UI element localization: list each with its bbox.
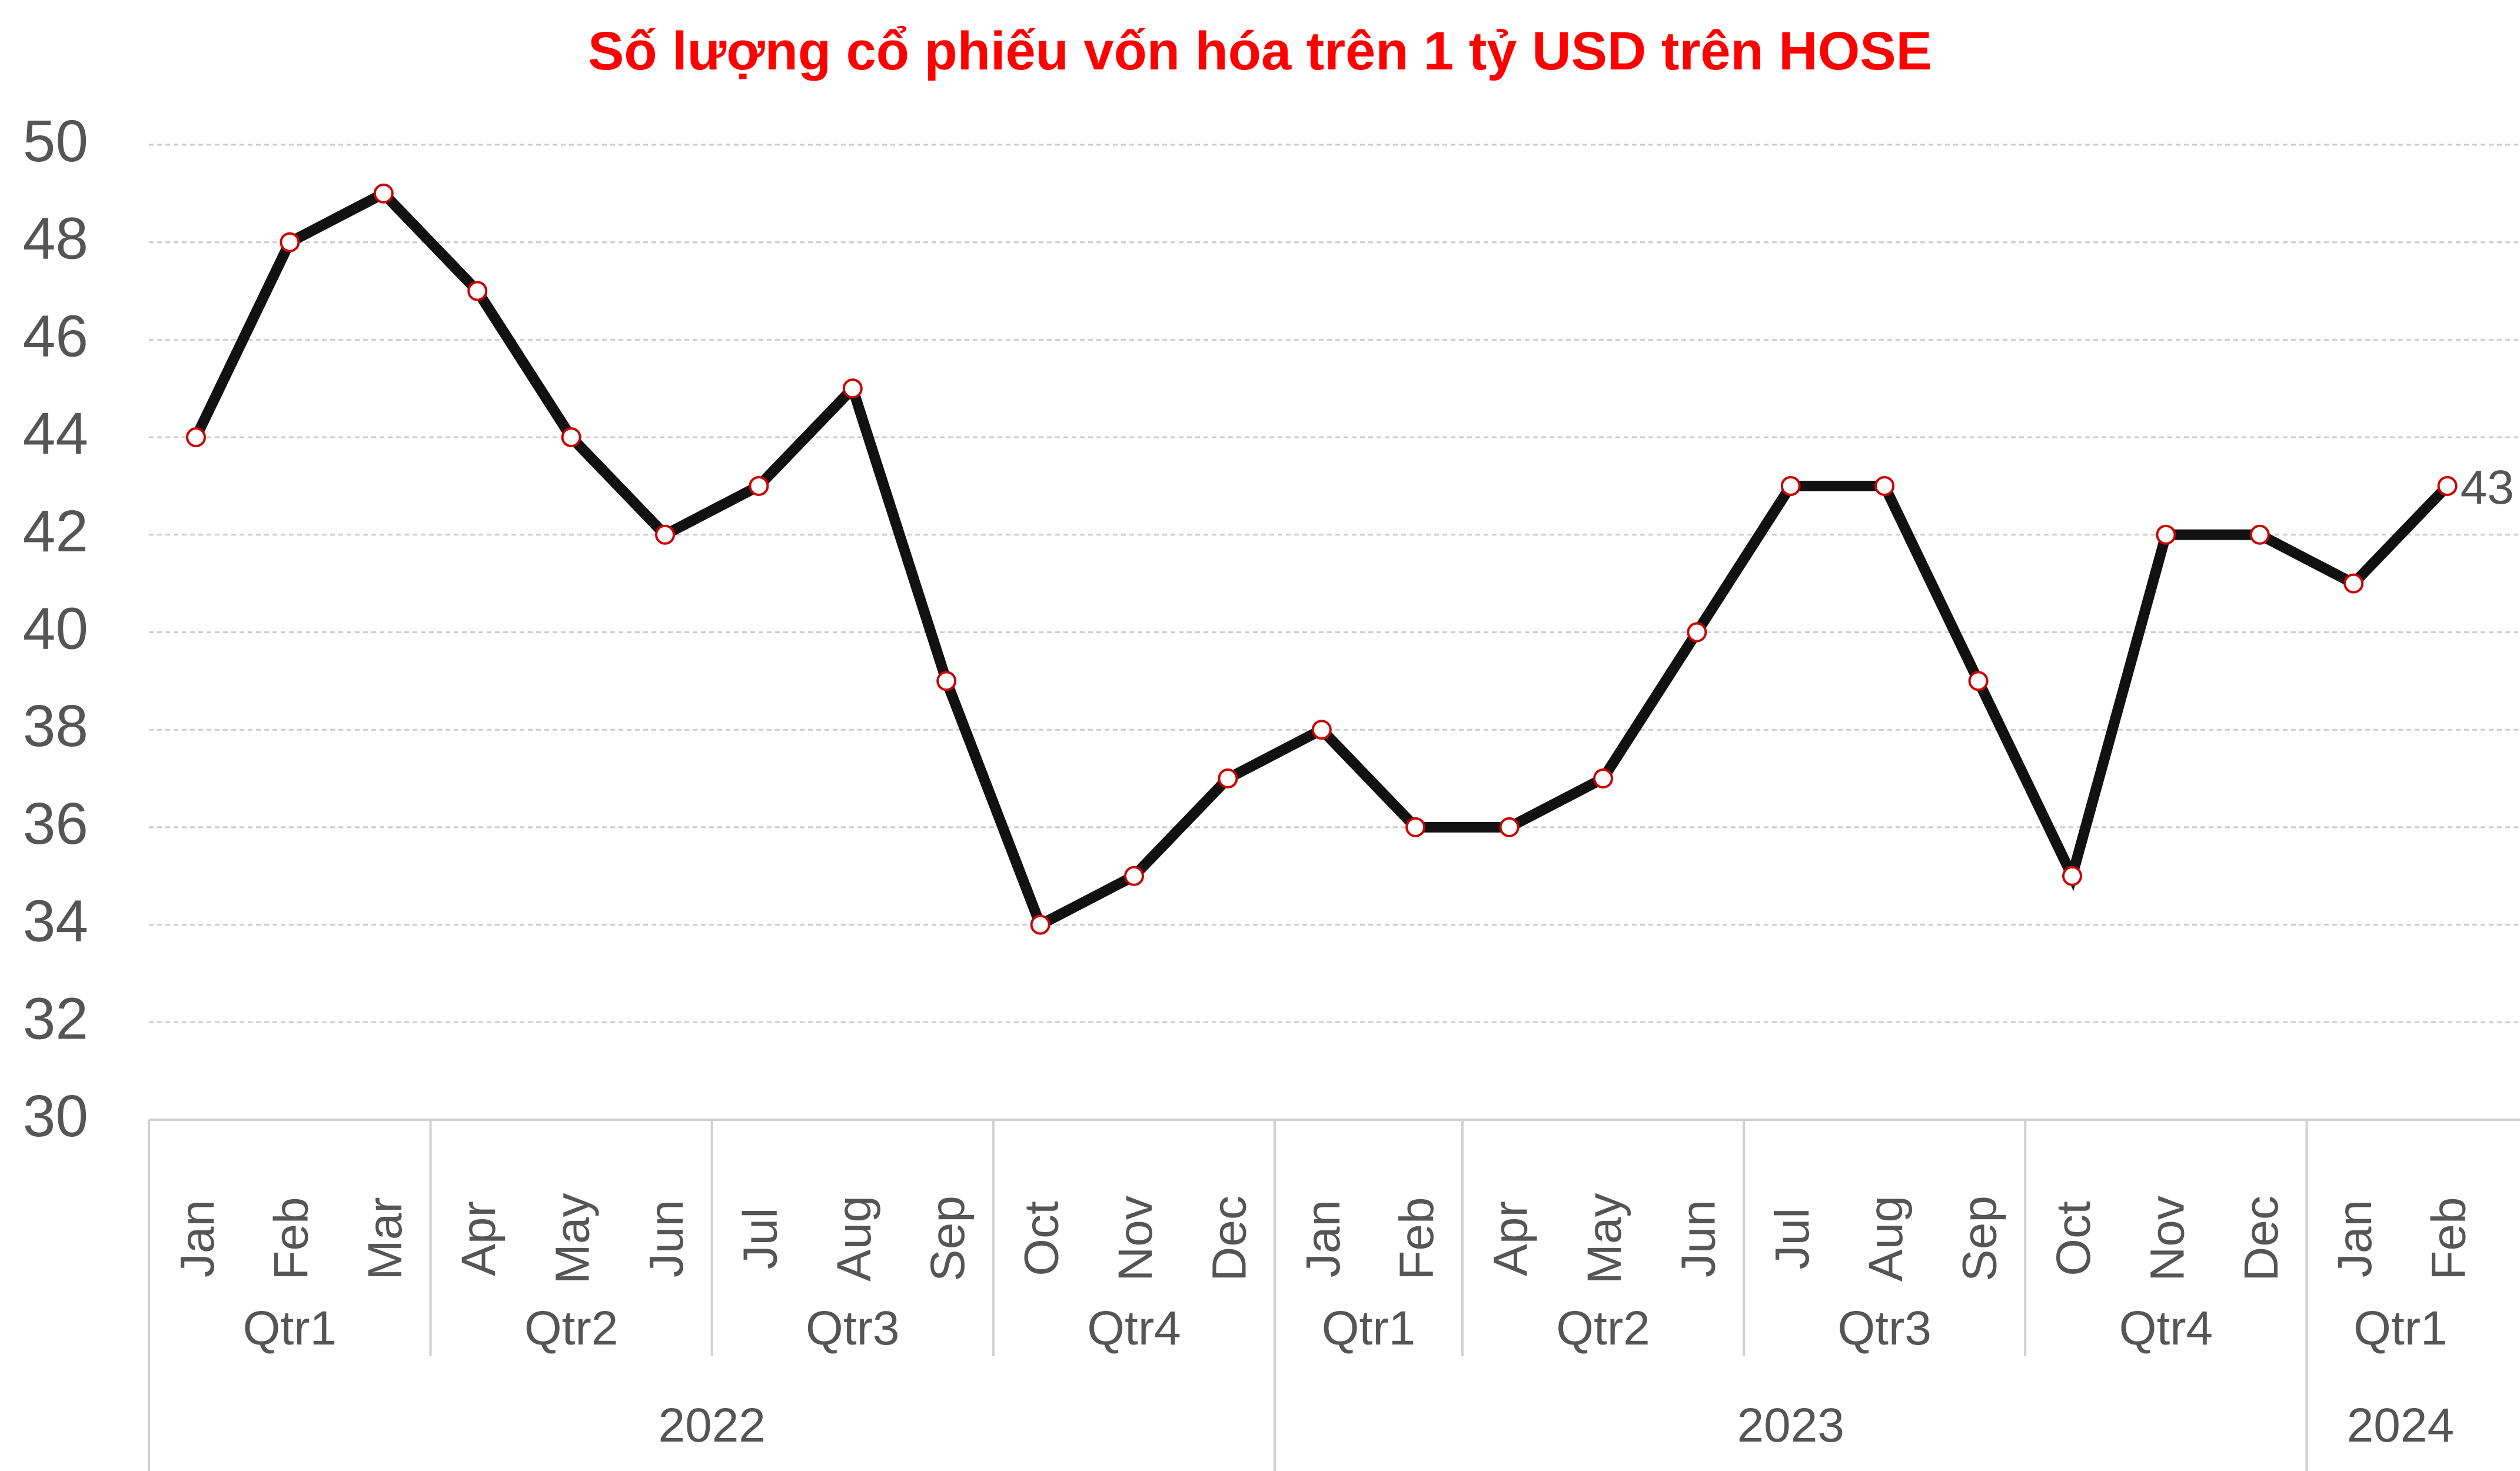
x-tick-label: Sep bbox=[921, 1196, 975, 1282]
data-point bbox=[2156, 524, 2176, 545]
x-tick-label: Mar bbox=[358, 1197, 412, 1280]
x-tick-label: Apr bbox=[1484, 1201, 1538, 1276]
y-tick-label: 46 bbox=[23, 303, 88, 369]
y-tick-label: 34 bbox=[23, 888, 88, 954]
x-tick-label: Nov bbox=[2140, 1196, 2194, 1282]
x-tick-label: Feb bbox=[1390, 1197, 1444, 1280]
data-point bbox=[467, 281, 488, 301]
data-point bbox=[561, 427, 581, 448]
data-point bbox=[373, 183, 394, 204]
data-point bbox=[1311, 720, 1332, 740]
x-tick-label: Aug bbox=[1859, 1196, 1913, 1282]
y-tick-label: 38 bbox=[23, 693, 88, 759]
data-labels: 43 bbox=[2461, 461, 2514, 514]
gridlines bbox=[149, 144, 2520, 1023]
quarter-label: Qtr1 bbox=[1322, 1302, 1415, 1355]
quarter-label: Qtr3 bbox=[1837, 1302, 1931, 1355]
year-label: 2024 bbox=[2347, 1399, 2454, 1452]
x-tick-label: Jun bbox=[640, 1200, 693, 1277]
data-point bbox=[936, 671, 957, 691]
x-tick-label: Jan bbox=[1296, 1200, 1350, 1277]
x-tick-label: Feb bbox=[264, 1197, 318, 1280]
data-point bbox=[1030, 914, 1050, 935]
x-tick-label: Oct bbox=[2047, 1201, 2100, 1276]
data-point bbox=[2062, 866, 2082, 886]
x-tick-label: Jan bbox=[171, 1200, 224, 1277]
y-tick-label: 30 bbox=[23, 1083, 88, 1149]
quarter-label: Qtr1 bbox=[243, 1302, 337, 1355]
data-point bbox=[1124, 866, 1144, 886]
x-tick-label: Dec bbox=[1202, 1196, 1256, 1282]
data-point bbox=[842, 378, 863, 399]
y-tick-label: 32 bbox=[23, 986, 88, 1051]
data-points bbox=[186, 183, 2458, 935]
x-axis: Jan Feb Mar Apr May Jun Jul Aug Sep Oct Nov Dec Jan F… bbox=[148, 1119, 2520, 1471]
year-label: 2022 bbox=[658, 1399, 765, 1452]
quarter-label: Qtr1 bbox=[2353, 1302, 2447, 1355]
chart-title: Số lượng cổ phiếu vốn hóa trên 1 tỷ USD … bbox=[588, 21, 1932, 81]
quarter-label: Qtr3 bbox=[806, 1302, 899, 1355]
x-tick-label: Dec bbox=[2235, 1196, 2288, 1282]
data-point bbox=[1968, 671, 1989, 691]
data-point bbox=[749, 475, 769, 496]
data-point bbox=[1499, 817, 1520, 837]
x-tick-label: Jan bbox=[2328, 1200, 2382, 1277]
series-line-path bbox=[191, 187, 2452, 933]
y-tick-label: 44 bbox=[23, 401, 88, 467]
quarter-label: Qtr4 bbox=[1087, 1302, 1181, 1355]
data-point bbox=[2343, 573, 2364, 594]
x-tick-label: Nov bbox=[1109, 1196, 1162, 1282]
data-point bbox=[280, 232, 300, 252]
x-tick-label: May bbox=[1578, 1193, 1631, 1284]
data-point bbox=[2437, 475, 2458, 496]
y-tick-label: 48 bbox=[23, 206, 88, 272]
y-tick-label: 50 bbox=[23, 108, 88, 174]
y-tick-label: 40 bbox=[23, 596, 88, 662]
data-point bbox=[1780, 475, 1801, 496]
x-tick-label: Aug bbox=[827, 1196, 881, 1282]
data-label: 43 bbox=[2461, 461, 2514, 514]
data-point bbox=[2249, 524, 2270, 545]
x-tick-label: Sep bbox=[1953, 1196, 2007, 1282]
y-axis: 30 32 34 36 38 40 42 44 46 48 50 bbox=[23, 108, 88, 1149]
series-line bbox=[191, 187, 2452, 933]
quarter-label: Qtr2 bbox=[1556, 1302, 1650, 1355]
quarter-label: Qtr4 bbox=[2119, 1302, 2213, 1355]
year-label: 2023 bbox=[1737, 1399, 1844, 1452]
data-point bbox=[1687, 622, 1707, 643]
y-tick-label: 42 bbox=[23, 498, 88, 564]
quarter-label: Qtr2 bbox=[524, 1302, 618, 1355]
data-point bbox=[1593, 768, 1613, 789]
x-tick-label: Apr bbox=[452, 1201, 506, 1276]
y-tick-label: 36 bbox=[23, 791, 88, 857]
data-point bbox=[655, 524, 675, 545]
data-point bbox=[186, 427, 206, 448]
x-tick-label: May bbox=[546, 1193, 600, 1284]
x-tick-label: Jul bbox=[733, 1208, 787, 1270]
data-point bbox=[1218, 768, 1238, 789]
x-tick-label: Feb bbox=[2422, 1197, 2476, 1280]
x-tick-label: Jun bbox=[1671, 1200, 1725, 1277]
data-point bbox=[1405, 817, 1426, 837]
data-point bbox=[1874, 475, 1895, 496]
x-tick-label: Oct bbox=[1015, 1201, 1069, 1276]
x-tick-label: Jul bbox=[1766, 1208, 1819, 1270]
